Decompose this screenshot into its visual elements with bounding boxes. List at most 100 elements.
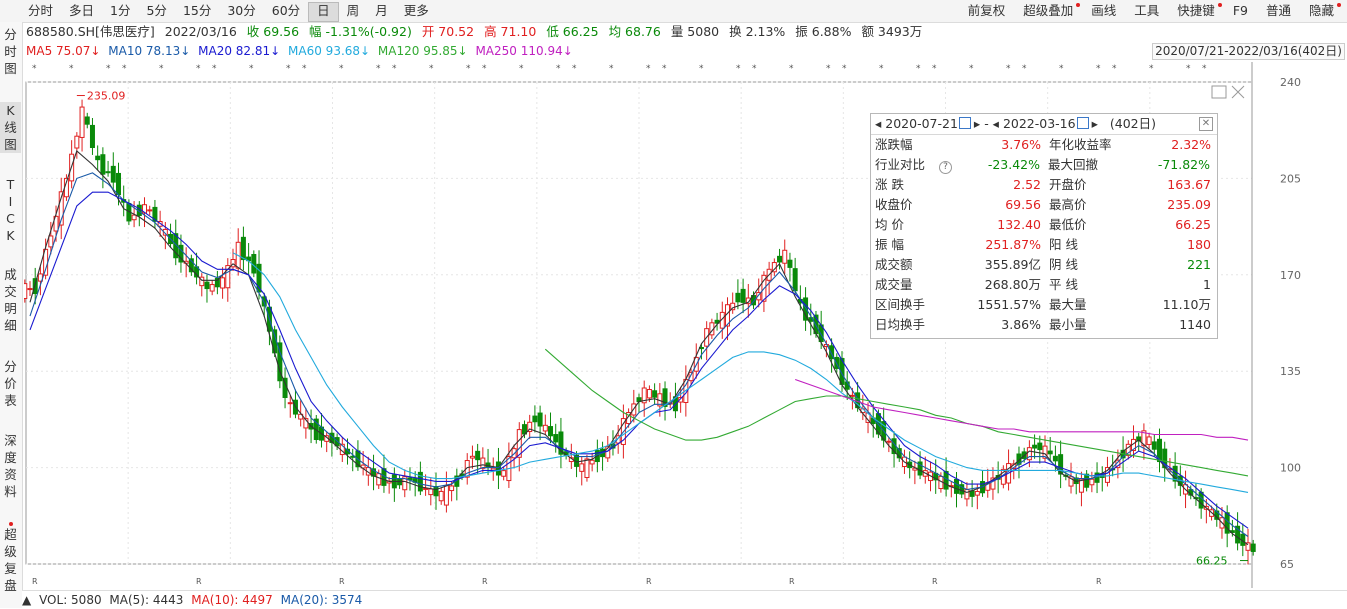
candle-body — [990, 477, 996, 490]
candle-body — [89, 124, 95, 149]
period-tab[interactable]: 日 — [308, 2, 339, 22]
expand-icon[interactable]: ▲ — [22, 593, 32, 607]
stat-value: 66.25 — [1175, 217, 1211, 232]
candle-body — [542, 424, 548, 432]
event-marker: * — [1096, 64, 1101, 74]
sidebar-view-item[interactable]: 深 度 资 料 — [0, 432, 21, 500]
candle-body — [53, 215, 59, 232]
sidebar-item-label: T I C K — [6, 177, 15, 243]
candle-body — [1146, 436, 1152, 445]
candle-body — [829, 345, 835, 360]
period-tab[interactable]: 1分 — [110, 3, 131, 18]
event-marker: * — [646, 64, 651, 74]
event-marker: * — [249, 64, 254, 74]
stat-label: 涨跌幅 — [875, 137, 913, 152]
toolbar-item[interactable]: 超级叠加 — [1014, 2, 1082, 20]
open-price: 开 70.52 — [421, 24, 475, 39]
candle-body — [110, 165, 116, 183]
help-icon[interactable]: ? — [939, 161, 952, 174]
toolbar-item[interactable]: 前复权 — [967, 3, 1006, 18]
candle-body — [584, 458, 590, 479]
event-marker: * — [122, 64, 127, 74]
view-sidebar: 分 时 图 K 线 图 T I C K 成 交 明 细分 价 表深 度 资 料超 级 … — [0, 22, 23, 608]
avg-price: 均 68.76 — [608, 24, 661, 39]
event-marker: * — [519, 64, 524, 74]
next-start-arrow[interactable]: ▸ — [973, 116, 981, 131]
candle-body — [652, 390, 658, 398]
candle-body — [1047, 450, 1053, 455]
end-date[interactable]: 2022-03-16 — [1002, 116, 1076, 131]
period-tab[interactable]: 5分 — [146, 3, 167, 18]
sidebar-view-item[interactable]: K 线 图 — [0, 102, 21, 153]
event-marker: * — [32, 64, 37, 74]
close-icon[interactable]: ✕ — [1199, 117, 1213, 131]
candle-body — [1157, 438, 1163, 463]
candle-body — [449, 485, 455, 492]
event-marker: * — [826, 64, 831, 74]
candle-body — [1245, 542, 1251, 551]
stat-label: 行业对比 — [875, 157, 926, 172]
candle-body — [178, 244, 184, 263]
period-tab[interactable]: 更多 — [403, 3, 429, 18]
event-marker: * — [752, 64, 757, 74]
candle-body — [688, 371, 694, 382]
candle-body — [469, 455, 475, 459]
stat-value: 132.40 — [997, 217, 1041, 232]
period-tab[interactable]: 30分 — [227, 3, 256, 18]
toolbar-item[interactable]: 普通 — [1265, 3, 1291, 18]
candle-body — [240, 236, 246, 261]
y-tick-label: 240 — [1280, 76, 1301, 89]
stats-row: 成交额 355.89亿阴 线 221 — [871, 255, 1217, 275]
candle-body — [787, 259, 793, 268]
period-tab[interactable]: 60分 — [271, 3, 301, 18]
candle-body — [147, 209, 153, 212]
sidebar-view-item[interactable]: 成 交 明 细 — [0, 266, 21, 334]
candle-body — [969, 490, 975, 497]
candle-body — [954, 478, 960, 494]
range-stats-header: ◂ 2020-07-21 ▸ - ◂ 2022-03-16 ▸ (402日) ✕ — [871, 114, 1217, 135]
prev-end-arrow[interactable]: ◂ — [992, 116, 999, 131]
event-marker: * — [212, 64, 217, 74]
ma60-label: MA60 93.68↓ — [288, 44, 371, 58]
period-tab[interactable]: 月 — [375, 3, 388, 18]
sidebar-item-label: 深 度 资 料 — [4, 433, 17, 499]
sidebar-view-item[interactable]: T I C K — [0, 176, 21, 244]
toolbar-item[interactable]: 画线 — [1091, 3, 1117, 18]
sidebar-view-item[interactable]: 分 时 图 — [0, 26, 21, 77]
candle-body — [777, 255, 783, 263]
stat-value: 2.52 — [1013, 177, 1041, 192]
event-marker: * — [159, 64, 164, 74]
candle-body — [803, 297, 809, 321]
toolbar-item[interactable]: 隐藏 — [1300, 2, 1343, 20]
toolbar-item[interactable]: F9 — [1232, 3, 1248, 18]
event-marker: R — [1096, 577, 1102, 586]
event-marker: * — [1112, 64, 1117, 74]
candle-body — [417, 471, 423, 492]
event-marker: * — [392, 64, 397, 74]
period-tab[interactable]: 15分 — [182, 3, 212, 18]
stat-label: 年化收益率 — [1049, 137, 1112, 152]
candle-body — [1068, 476, 1074, 487]
prev-start-arrow[interactable]: ◂ — [875, 116, 882, 131]
stat-value: 2.32% — [1171, 137, 1211, 152]
candle-body — [24, 283, 28, 299]
period-tab[interactable]: 分时 — [28, 3, 54, 18]
next-end-arrow[interactable]: ▸ — [1091, 116, 1098, 131]
sidebar-view-item[interactable]: 分 价 表 — [0, 358, 21, 409]
sidebar-view-item[interactable]: 超 级 复 盘 — [0, 522, 21, 594]
candle-body — [1089, 478, 1095, 486]
range-stats-rows: 涨跌幅 3.76% 年化收益率 2.32% 行业对比? -23.42% 最大回撤 -71.82… — [871, 135, 1217, 335]
date-range-label[interactable]: 2020/07/21-2022/03/16(402日) — [1152, 43, 1345, 60]
candle-body — [214, 277, 220, 288]
start-date[interactable]: 2020-07-21 — [885, 116, 958, 131]
calendar-icon[interactable] — [1076, 117, 1089, 129]
toolbar-item[interactable]: 工具 — [1134, 3, 1160, 18]
period-tab[interactable]: 多日 — [69, 3, 95, 18]
event-marker: * — [789, 64, 794, 74]
toolbar-item[interactable]: 快捷键 — [1168, 2, 1224, 20]
candle-body — [115, 172, 121, 196]
event-marker: * — [932, 64, 937, 74]
period-tab[interactable]: 周 — [346, 3, 360, 18]
calendar-icon[interactable] — [958, 117, 971, 129]
candle-body — [745, 297, 751, 305]
